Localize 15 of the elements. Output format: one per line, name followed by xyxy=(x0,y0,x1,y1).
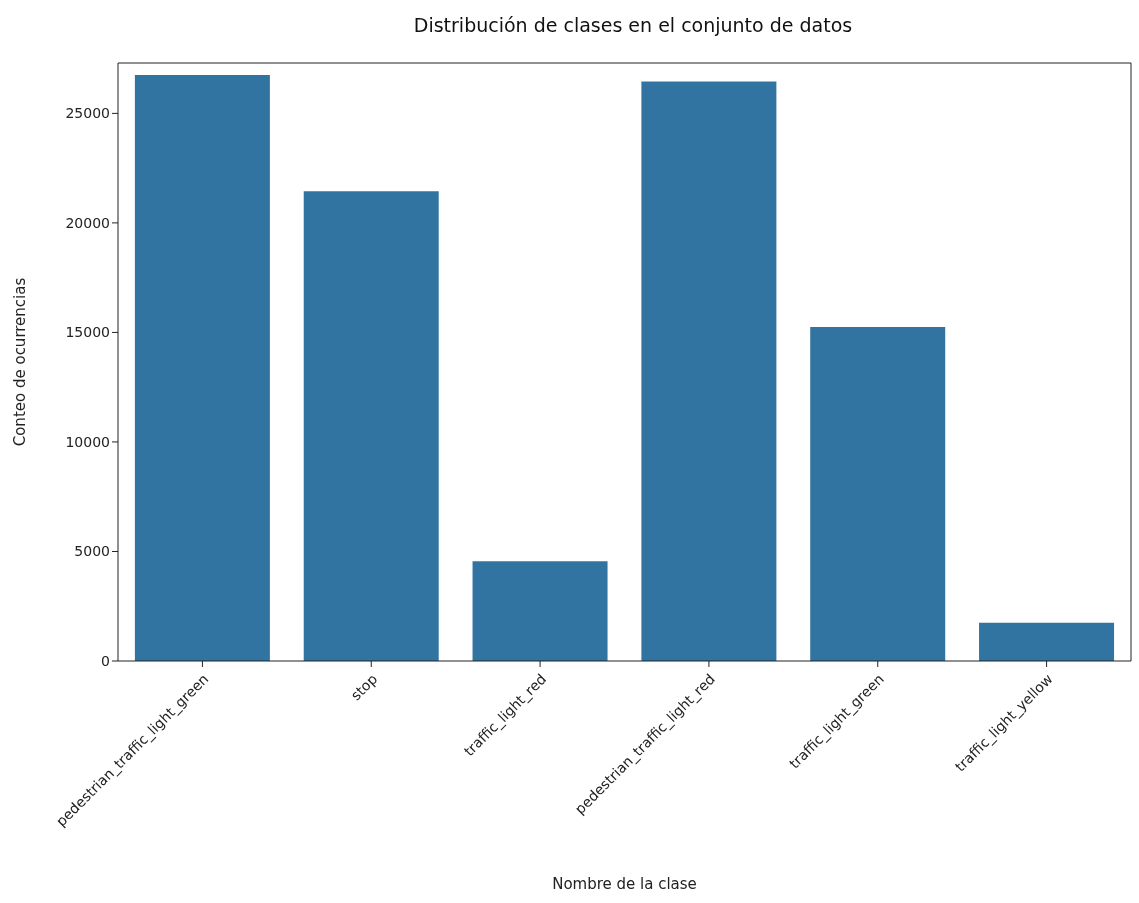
y-tick-label: 20000 xyxy=(65,214,110,231)
x-axis-title: Nombre de la clase xyxy=(552,875,697,893)
bar xyxy=(979,622,1115,661)
y-tick-label: 5000 xyxy=(74,543,110,560)
y-tick-label: 25000 xyxy=(65,105,110,122)
y-tick-label: 0 xyxy=(101,652,110,669)
y-tick-label: 10000 xyxy=(65,433,110,450)
y-tick-label: 15000 xyxy=(65,324,110,341)
bar xyxy=(810,326,946,661)
bar xyxy=(303,191,439,661)
bar xyxy=(641,81,777,661)
bar xyxy=(472,561,608,661)
chart-title: Distribución de clases en el conjunto de datos xyxy=(412,13,854,38)
y-axis-title: Conteo de ocurrencias xyxy=(11,277,30,447)
bar xyxy=(134,75,270,661)
